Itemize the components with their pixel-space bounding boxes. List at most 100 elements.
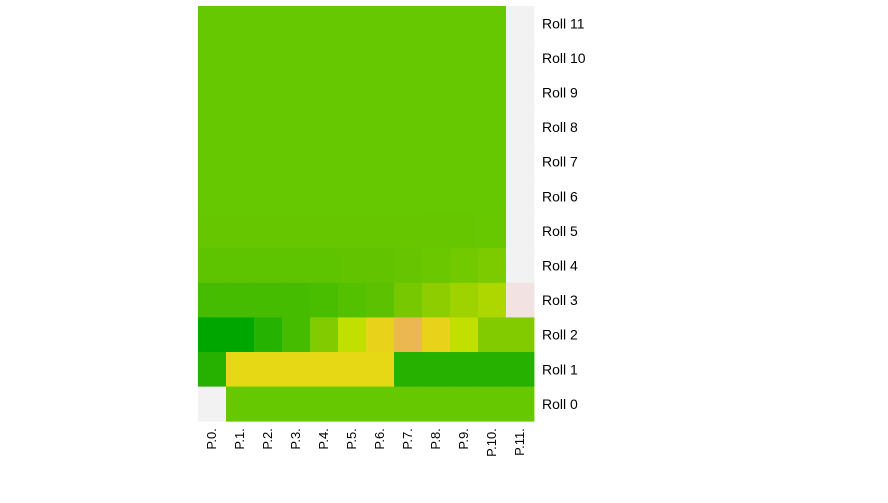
heatmap-cell xyxy=(366,213,395,249)
heatmap-cell xyxy=(450,248,479,284)
heatmap-cell xyxy=(226,144,255,180)
heatmap-cell xyxy=(506,179,535,214)
heatmap-cell xyxy=(254,179,283,214)
heatmap-cell xyxy=(338,109,367,145)
heatmap-cell xyxy=(394,75,423,111)
heatmap-cell xyxy=(282,6,311,41)
heatmap-cell xyxy=(394,144,423,180)
heatmap-cell xyxy=(450,282,479,318)
heatmap-cell xyxy=(282,386,311,422)
heatmap-cell xyxy=(450,6,479,41)
heatmap-cell xyxy=(254,317,283,353)
heatmap-cell xyxy=(478,109,507,145)
heatmap-cell xyxy=(226,282,255,318)
heatmap-cell xyxy=(478,386,507,422)
row-labels: Roll 11 Roll 10 Roll 9 Roll 8 Roll 7 Roll 6 Ro… xyxy=(542,15,586,412)
heatmap-cell xyxy=(338,40,367,76)
heatmap-cell xyxy=(310,40,339,76)
heatmap-cell xyxy=(254,6,283,41)
column-label: P.3. xyxy=(288,428,303,449)
heatmap-cell xyxy=(254,144,283,180)
heatmap-cell xyxy=(478,352,507,387)
column-label: P.9. xyxy=(456,428,471,449)
heatmap-cell xyxy=(450,40,479,76)
heatmap-cell xyxy=(310,317,339,353)
heatmap-cell xyxy=(338,352,367,387)
heatmap-cell xyxy=(198,248,227,284)
heatmap-cell xyxy=(422,213,451,249)
heatmap-cell xyxy=(366,109,395,145)
heatmap-cell xyxy=(310,6,339,41)
heatmap-cell xyxy=(338,317,367,353)
column-label: P.6. xyxy=(372,428,387,449)
column-label: P.0. xyxy=(204,428,219,449)
heatmap-cell xyxy=(366,179,395,214)
heatmap-cell xyxy=(450,75,479,111)
heatmap-cell xyxy=(394,40,423,76)
heatmap-cell xyxy=(422,386,451,422)
heatmap-cell xyxy=(198,386,227,422)
heatmap-cell xyxy=(366,75,395,111)
heatmap-cell xyxy=(394,179,423,214)
heatmap-cell xyxy=(422,75,451,111)
heatmap-cell xyxy=(478,179,507,214)
heatmap-cell xyxy=(450,179,479,214)
heatmap-cell xyxy=(198,352,227,387)
heatmap-cell xyxy=(478,248,507,284)
heatmap-cell xyxy=(366,352,395,387)
heatmap-cell xyxy=(422,144,451,180)
heatmap-cell xyxy=(366,144,395,180)
heatmap-cell xyxy=(394,386,423,422)
heatmap-cell xyxy=(226,6,255,41)
heatmap-cell xyxy=(282,75,311,111)
heatmap-cell xyxy=(506,213,535,249)
heatmap-cell xyxy=(450,109,479,145)
heatmap-cell xyxy=(366,386,395,422)
heatmap-cell xyxy=(198,40,227,76)
heatmap-cell xyxy=(478,317,507,353)
heatmap-cell xyxy=(310,109,339,145)
heatmap-cell xyxy=(226,317,255,353)
row-label: Roll 5 xyxy=(542,223,578,239)
column-label: P.11. xyxy=(512,428,527,456)
heatmap-cell xyxy=(198,109,227,145)
heatmap-cell xyxy=(394,6,423,41)
heatmap-cell xyxy=(254,352,283,387)
heatmap-cell xyxy=(282,109,311,145)
heatmap-cell xyxy=(338,282,367,318)
heatmap-cell xyxy=(198,213,227,249)
heatmap-cell xyxy=(310,386,339,422)
heatmap-cell xyxy=(506,6,535,41)
row-label: Roll 1 xyxy=(542,361,578,377)
heatmap-cell xyxy=(450,352,479,387)
heatmap-cell xyxy=(366,282,395,318)
column-label: P.4. xyxy=(316,428,331,449)
heatmap-cell xyxy=(506,144,535,180)
heatmap-cell xyxy=(282,213,311,249)
row-label: Roll 3 xyxy=(542,292,578,308)
heatmap-cell xyxy=(422,6,451,41)
column-label: P.8. xyxy=(428,428,443,449)
row-label: Roll 2 xyxy=(542,327,578,343)
row-label: Roll 10 xyxy=(542,50,586,66)
heatmap-cell xyxy=(506,386,535,422)
heatmap-cell xyxy=(282,317,311,353)
heatmap-cell xyxy=(310,144,339,180)
heatmap-cell xyxy=(282,352,311,387)
heatmap-cell xyxy=(254,282,283,318)
heatmap-cell xyxy=(226,109,255,145)
heatmap-cell xyxy=(506,109,535,145)
heatmap-cell xyxy=(422,109,451,145)
heatmap-cell xyxy=(506,248,535,284)
heatmap-cell xyxy=(506,317,535,353)
heatmap-cell xyxy=(254,386,283,422)
column-label: P.7. xyxy=(400,428,415,449)
row-label: Roll 6 xyxy=(542,188,578,204)
heatmap-cell xyxy=(506,282,535,318)
heatmap-cell xyxy=(450,213,479,249)
heatmap-cell xyxy=(338,6,367,41)
row-label: Roll 8 xyxy=(542,119,578,135)
heatmap-cell xyxy=(478,40,507,76)
heatmap-cell xyxy=(198,317,227,353)
